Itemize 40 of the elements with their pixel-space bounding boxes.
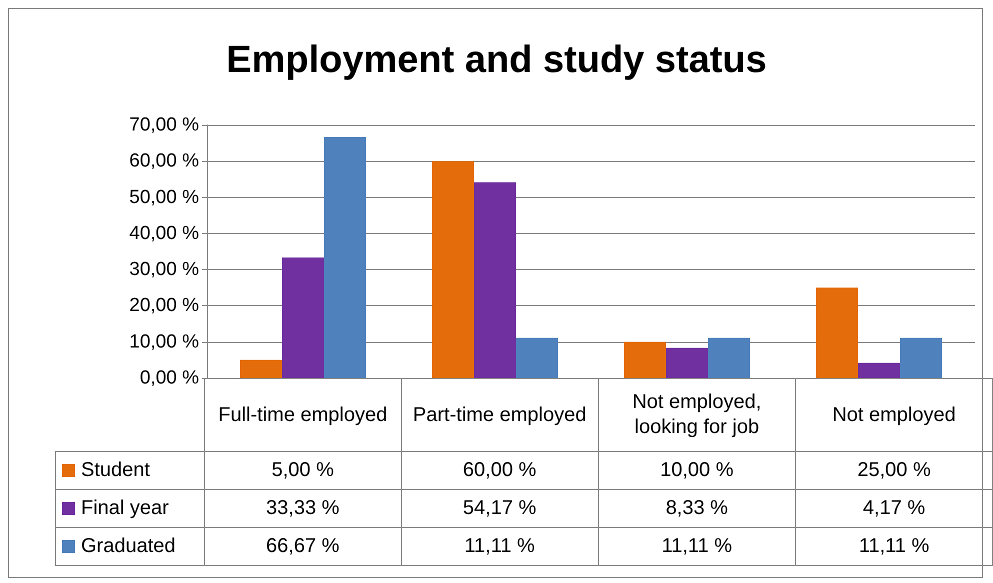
bar <box>816 288 858 378</box>
y-tick-label: 50,00 % <box>129 186 200 208</box>
y-tick-label: 10,00 % <box>129 331 200 352</box>
x-tick-label: Not employed <box>796 378 992 452</box>
data-label: 11,11 % <box>401 528 598 566</box>
legend-label: Final year <box>56 490 204 528</box>
bar <box>240 360 282 378</box>
data-label: 5,00 % <box>204 452 402 490</box>
bar <box>324 137 366 378</box>
bar <box>858 362 900 378</box>
bar <box>624 342 666 378</box>
data-label: 11,11 % <box>598 528 796 566</box>
data-label: 25,00 % <box>796 452 992 490</box>
data-label: 33,33 % <box>204 490 402 528</box>
x-tick-label: Not employed, looking for job <box>598 378 796 452</box>
y-tick-label: 70,00 % <box>129 114 200 136</box>
data-label: 66,67 % <box>204 528 402 566</box>
y-tick-label: 30,00 % <box>129 259 200 280</box>
bar <box>474 182 516 378</box>
chart-title: Employment and study status <box>226 39 767 81</box>
data-label: 11,11 % <box>796 528 992 566</box>
data-label: 54,17 % <box>401 490 598 528</box>
legend-label: Graduated <box>56 528 204 566</box>
bar <box>666 348 708 378</box>
data-label: 4,17 % <box>796 490 992 528</box>
data-label: 8,33 % <box>598 490 796 528</box>
bar <box>432 161 474 378</box>
bar <box>708 338 750 378</box>
y-tick-label: 40,00 % <box>129 222 200 244</box>
data-label: 60,00 % <box>401 452 598 490</box>
x-tick-label: Part-time employed <box>401 378 598 452</box>
bar <box>282 258 324 378</box>
bar <box>900 338 942 378</box>
legend-label: Student <box>56 452 204 490</box>
y-tick-label: 20,00 % <box>129 295 200 316</box>
y-tick-label: 0,00 % <box>140 368 200 388</box>
x-tick-label: Full-time employed <box>204 378 402 452</box>
bar <box>516 338 558 378</box>
data-label: 10,00 % <box>598 452 796 490</box>
y-tick-label: 60,00 % <box>129 150 200 172</box>
